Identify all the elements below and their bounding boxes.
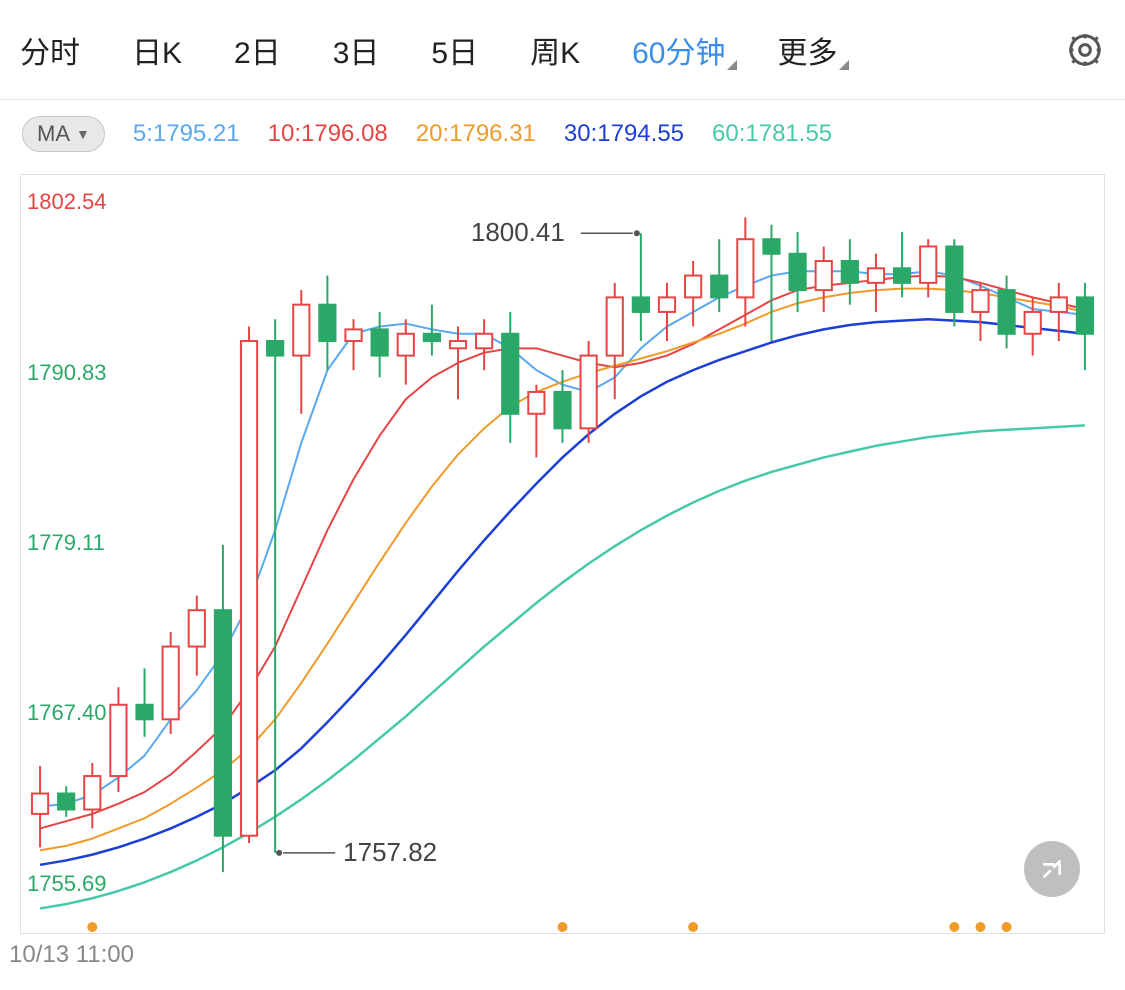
tab-6[interactable]: 60分钟: [632, 28, 725, 72]
y-tick-0: 1802.54: [27, 189, 107, 215]
chart-annotation-1: 1757.82: [343, 837, 437, 868]
ma-indicator-badge[interactable]: MA ▼: [22, 116, 105, 152]
tab-0[interactable]: 分时: [20, 28, 80, 72]
y-tick-3: 1767.40: [27, 700, 107, 726]
dropdown-arrow-icon: ▼: [76, 126, 90, 142]
timeframe-tabs: 分时 日K 2日 3日 5日 周K 60分钟 更多: [0, 0, 1125, 100]
ma-legend-2: 20:1796.31: [416, 120, 536, 148]
tab-1[interactable]: 日K: [132, 28, 182, 72]
tab-5[interactable]: 周K: [530, 28, 580, 72]
ma-legend-row: MA ▼ 5:1795.21 10:1796.08 20:1796.31 30:179…: [0, 100, 1125, 156]
ma-legend-1: 10:1796.08: [268, 120, 388, 148]
tab-2[interactable]: 2日: [234, 28, 281, 72]
tab-3[interactable]: 3日: [333, 28, 380, 72]
settings-icon[interactable]: [1065, 30, 1105, 70]
y-tick-1: 1790.83: [27, 360, 107, 386]
y-tick-4: 1755.69: [27, 871, 107, 897]
chart-canvas[interactable]: [21, 175, 1104, 933]
ma-legend-4: 60:1781.55: [712, 120, 832, 148]
ma-badge-label: MA: [37, 121, 70, 147]
x-axis-label: 10/13 11:00: [9, 941, 134, 969]
chart-annotation-0: 1800.41: [471, 217, 565, 248]
y-tick-2: 1779.11: [27, 530, 105, 556]
candlestick-chart[interactable]: 10/13 11:00 1802.541790.831779.111767.40…: [20, 174, 1105, 934]
ma-legend-3: 30:1794.55: [564, 120, 684, 148]
tab-4[interactable]: 5日: [431, 28, 478, 72]
tab-7[interactable]: 更多: [777, 28, 837, 72]
ma-legend-0: 5:1795.21: [133, 120, 240, 148]
fullscreen-button[interactable]: [1024, 841, 1080, 897]
